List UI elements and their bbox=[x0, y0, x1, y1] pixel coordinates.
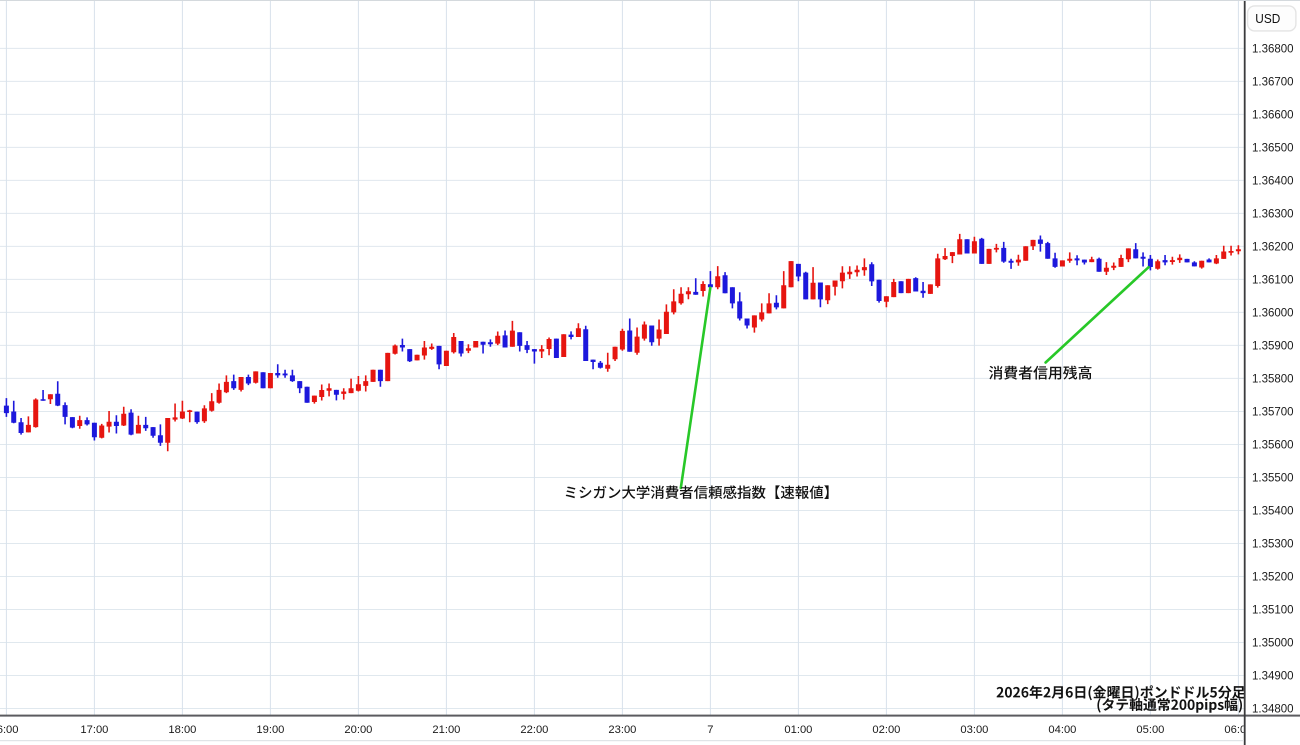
svg-text:1.36700: 1.36700 bbox=[1252, 76, 1294, 88]
svg-text:06:00: 06:00 bbox=[1224, 724, 1252, 736]
svg-text:17:00: 17:00 bbox=[80, 724, 108, 736]
svg-text:22:00: 22:00 bbox=[520, 724, 548, 736]
svg-text:7: 7 bbox=[707, 724, 713, 736]
svg-text:1.36600: 1.36600 bbox=[1252, 109, 1294, 121]
svg-text:19:00: 19:00 bbox=[256, 724, 284, 736]
svg-text:1.35600: 1.35600 bbox=[1252, 439, 1294, 451]
svg-text:1.36000: 1.36000 bbox=[1252, 307, 1294, 319]
svg-text:21:00: 21:00 bbox=[432, 724, 460, 736]
svg-text:1.35800: 1.35800 bbox=[1252, 373, 1294, 385]
svg-text:18:00: 18:00 bbox=[168, 724, 196, 736]
svg-text:1.34900: 1.34900 bbox=[1252, 670, 1294, 682]
svg-text:20:00: 20:00 bbox=[344, 724, 372, 736]
svg-text:03:00: 03:00 bbox=[960, 724, 988, 736]
svg-text:01:00: 01:00 bbox=[784, 724, 812, 736]
svg-text:1.36400: 1.36400 bbox=[1252, 175, 1294, 187]
svg-text:1.36800: 1.36800 bbox=[1252, 43, 1294, 55]
svg-text:23:00: 23:00 bbox=[608, 724, 636, 736]
svg-text:1.36300: 1.36300 bbox=[1252, 208, 1294, 220]
svg-text:1.35100: 1.35100 bbox=[1252, 604, 1294, 616]
svg-text:05:00: 05:00 bbox=[1136, 724, 1164, 736]
svg-text:1.34800: 1.34800 bbox=[1252, 704, 1294, 716]
svg-text:1.35300: 1.35300 bbox=[1252, 538, 1294, 550]
svg-text:1.36500: 1.36500 bbox=[1252, 142, 1294, 154]
svg-text:1.36200: 1.36200 bbox=[1252, 241, 1294, 253]
svg-text:1.35500: 1.35500 bbox=[1252, 472, 1294, 484]
svg-text:04:00: 04:00 bbox=[1048, 724, 1076, 736]
svg-text:1.35000: 1.35000 bbox=[1252, 637, 1294, 649]
svg-text:USD: USD bbox=[1255, 11, 1280, 26]
svg-text:1.35900: 1.35900 bbox=[1252, 340, 1294, 352]
svg-text:1.35200: 1.35200 bbox=[1252, 571, 1294, 583]
svg-text:1.35700: 1.35700 bbox=[1252, 406, 1294, 418]
svg-text:1.35400: 1.35400 bbox=[1252, 505, 1294, 517]
svg-text:02:00: 02:00 bbox=[872, 724, 900, 736]
svg-text:1.36100: 1.36100 bbox=[1252, 274, 1294, 286]
svg-text:16:00: 16:00 bbox=[0, 724, 19, 736]
